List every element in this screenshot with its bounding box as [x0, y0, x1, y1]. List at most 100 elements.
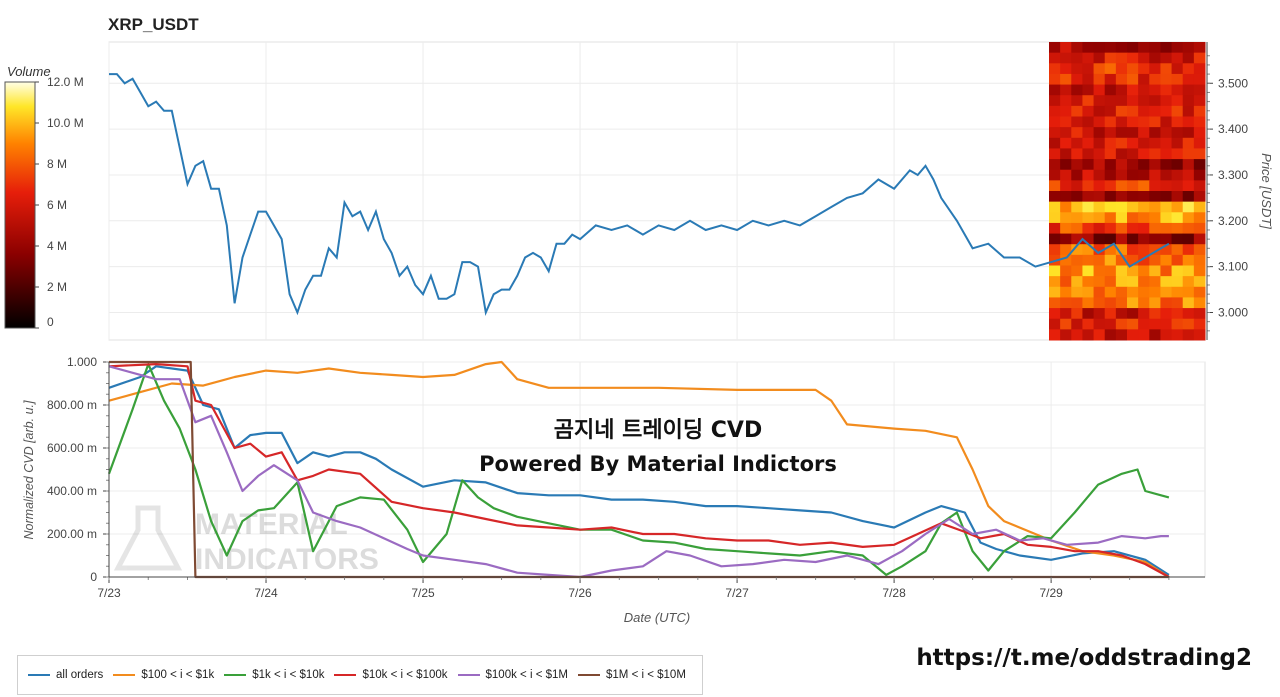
heatmap-cell [1071, 201, 1083, 213]
heatmap-cell [1093, 116, 1106, 128]
heatmap-cell [1115, 276, 1128, 288]
heatmap-cell [1171, 127, 1184, 139]
heatmap-cell [1115, 254, 1128, 266]
heatmap-cell [1060, 297, 1072, 309]
heatmap-cell [1049, 95, 1061, 107]
heatmap-cell [1171, 265, 1184, 277]
heatmap-cell [1138, 297, 1150, 309]
heatmap-cell [1138, 105, 1150, 117]
heatmap-cell [1060, 148, 1072, 160]
heatmap-cell [1060, 105, 1072, 117]
price-axis: 3.000 3.100 3.200 3.300 3.400 3.500 Price [USD… [1206, 42, 1274, 340]
heatmap-cell [1071, 265, 1083, 277]
heatmap-cell [1127, 42, 1139, 54]
colorbar-tick-label: 8 M [47, 157, 67, 171]
heatmap-cell [1127, 73, 1139, 86]
legend-label: all orders [56, 669, 104, 681]
heatmap-cell [1160, 254, 1173, 266]
legend-swatch [28, 674, 50, 676]
heatmap-cell [1060, 73, 1072, 86]
legend-item[interactable]: $1M < i < $10M [578, 669, 686, 681]
heatmap-cell [1060, 191, 1072, 203]
footer-link[interactable]: https://t.me/oddstrading2 [916, 645, 1252, 671]
heatmap-cell [1149, 233, 1161, 245]
heatmap-cell [1171, 116, 1184, 128]
heatmap-cell [1127, 265, 1139, 277]
date-tick-label: 7/25 [411, 586, 435, 600]
legend-item[interactable]: all orders [28, 669, 103, 681]
heatmap-cell [1049, 286, 1061, 298]
heatmap-cell [1093, 42, 1106, 54]
heatmap-cell [1071, 297, 1083, 309]
heatmap-cell [1082, 329, 1095, 341]
heatmap-cell [1138, 233, 1150, 245]
heatmap-cell [1182, 52, 1195, 64]
heatmap-cell [1193, 148, 1206, 160]
legend-label: $100k < i < $1M [485, 669, 568, 681]
heatmap-cell [1138, 308, 1150, 320]
heatmap-cell [1171, 244, 1184, 256]
heatmap-cell [1171, 73, 1184, 86]
heatmap-cell [1093, 318, 1106, 330]
colorbar-tick-label: 4 M [47, 239, 67, 253]
volume-heatmap [1049, 42, 1206, 341]
heatmap-cell [1082, 159, 1095, 171]
legend-item[interactable]: $10k < i < $100k [334, 669, 448, 681]
heatmap-cell [1193, 137, 1206, 149]
heatmap-cell [1049, 265, 1061, 277]
heatmap-cell [1093, 52, 1106, 64]
heatmap-cell [1104, 63, 1117, 75]
heatmap-cell [1160, 201, 1173, 213]
heatmap-cell [1071, 148, 1083, 160]
heatmap-cell [1171, 105, 1184, 117]
legend-item[interactable]: $1k < i < $10k [224, 669, 324, 681]
heatmap-cell [1104, 116, 1117, 128]
heatmap-cell [1115, 95, 1128, 107]
heatmap-cell [1127, 95, 1139, 107]
heatmap-cell [1193, 191, 1206, 203]
heatmap-cell [1127, 286, 1139, 298]
legend-swatch [113, 674, 136, 676]
cvd-tick-label: 800.00 m [47, 398, 97, 412]
heatmap-cell [1049, 201, 1061, 213]
heatmap-cell [1160, 95, 1173, 107]
heatmap-cell [1082, 265, 1095, 277]
heatmap-cell [1182, 244, 1195, 256]
heatmap-cell [1049, 212, 1061, 224]
heatmap-cell [1071, 276, 1083, 288]
heatmap-cell [1193, 84, 1206, 96]
heatmap-cell [1182, 318, 1195, 330]
heatmap-cell [1071, 222, 1083, 235]
heatmap-cell [1127, 254, 1139, 266]
heatmap-cell [1115, 297, 1128, 309]
legend-item[interactable]: $100 < i < $1k [113, 669, 214, 681]
heatmap-cell [1093, 254, 1106, 266]
heatmap-cell [1193, 169, 1206, 181]
heatmap-cell [1060, 318, 1072, 330]
heatmap-cell [1160, 265, 1173, 277]
heatmap-cell [1115, 52, 1128, 64]
heatmap-cell [1127, 137, 1139, 149]
colorbar-tick-label: 2 M [47, 280, 67, 294]
heatmap-cell [1082, 73, 1095, 86]
heatmap-cell [1104, 244, 1117, 256]
heatmap-cell [1093, 63, 1106, 75]
heatmap-cell [1060, 127, 1072, 139]
heatmap-cell [1193, 222, 1206, 235]
heatmap-cell [1115, 191, 1128, 203]
heatmap-cell [1171, 191, 1184, 203]
heatmap-cell [1138, 180, 1150, 192]
heatmap-cell [1115, 73, 1128, 86]
heatmap-cell [1093, 297, 1106, 309]
heatmap-cell [1093, 329, 1106, 341]
heatmap-cell [1160, 286, 1173, 298]
colorbar-tick-label: 0 [47, 315, 54, 329]
heatmap-cell [1071, 233, 1083, 245]
heatmap-cell [1160, 52, 1173, 64]
heatmap-cell [1138, 148, 1150, 160]
cvd-axis: 0 200.00 m 400.00 m 600.00 m 800.00 m 1.000 7/… [22, 355, 1205, 625]
legend-item[interactable]: $100k < i < $1M [457, 669, 568, 681]
heatmap-cell [1149, 286, 1161, 298]
heatmap-cell [1138, 116, 1150, 128]
heatmap-cell [1182, 63, 1195, 75]
